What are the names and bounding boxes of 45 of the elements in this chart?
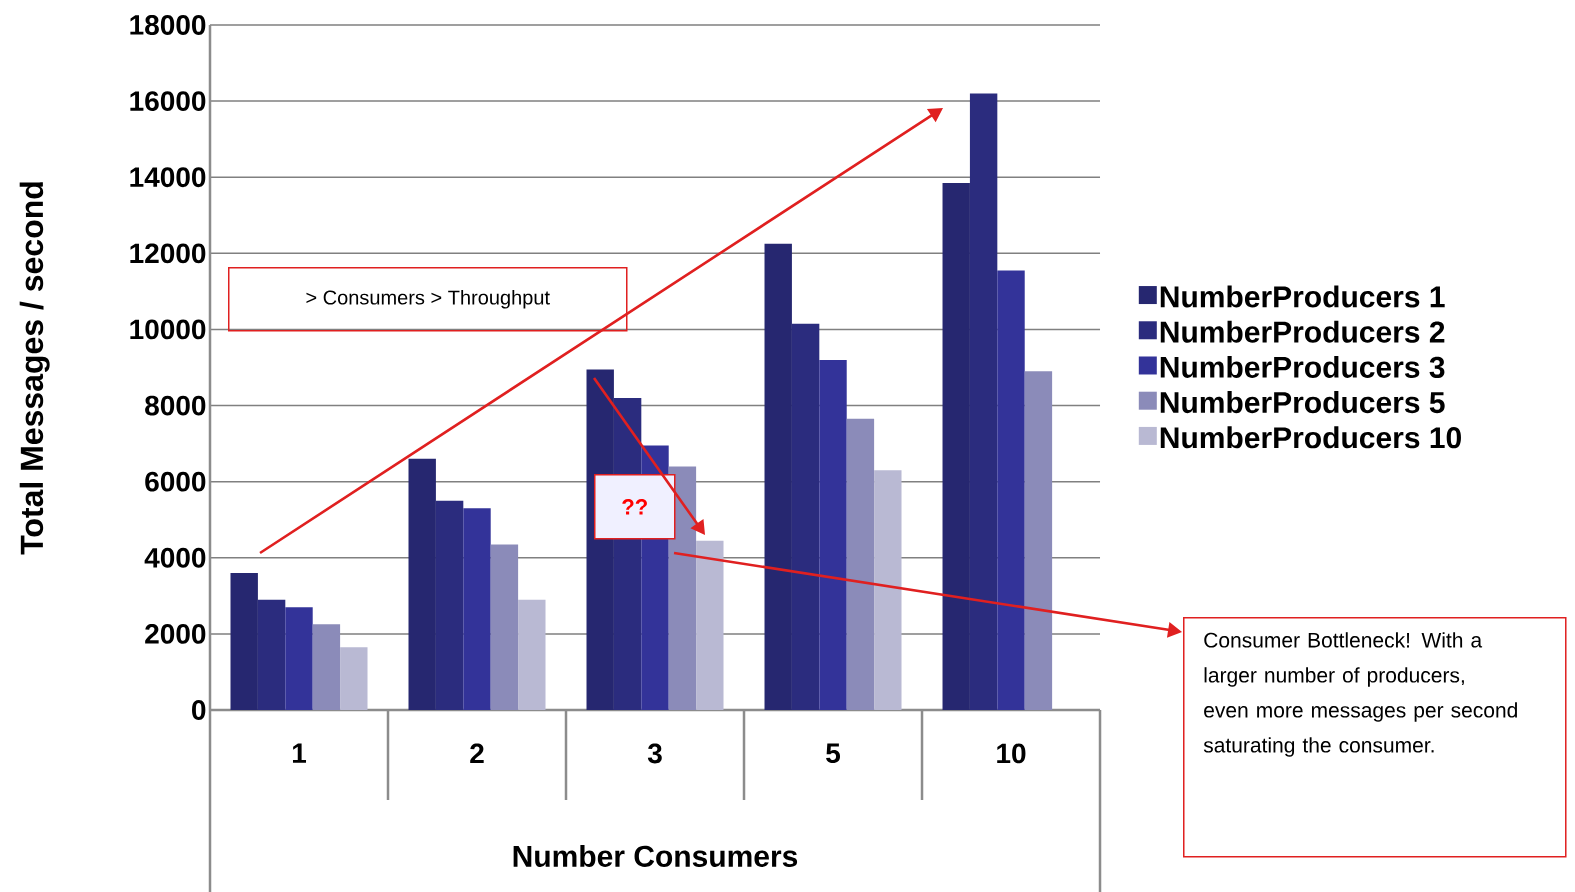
legend-label: NumberProducers 2 (1160, 320, 1445, 343)
x-tick-label: 5 (826, 743, 841, 764)
y-tick-label: 12000 (130, 243, 206, 264)
y-tick-label: 18000 (130, 15, 206, 35)
bar (791, 323, 820, 710)
text: Consumer Bottleneck! With a larger number of producers, even more messages per second saturating the consumer. (1203, 632, 1517, 757)
bar (257, 599, 286, 710)
bar (764, 243, 792, 710)
bar (997, 270, 1025, 710)
y-tick-label: 2000 (145, 623, 206, 644)
legend-label: NumberProducers 3 (1160, 355, 1445, 378)
x-axis-title: Number Consumers (513, 844, 798, 867)
y-tick-label: 4000 (144, 547, 206, 568)
bar (969, 93, 998, 710)
bar (340, 647, 368, 710)
bar (490, 544, 519, 710)
bar (230, 572, 258, 710)
bar (518, 599, 546, 710)
bar (942, 182, 970, 710)
legend-label: NumberProducers 1 (1160, 285, 1445, 308)
bar (408, 458, 436, 710)
y-tick-label: 16000 (130, 91, 206, 112)
y-tick-label: 8000 (145, 395, 206, 416)
bar (312, 624, 341, 710)
x-tick-label: 2 (470, 743, 484, 764)
y-tick-label: 6000 (145, 471, 206, 492)
bar (285, 607, 313, 710)
y-tick-label: 0 (192, 700, 206, 720)
bar (1024, 371, 1053, 710)
x-tick-label: 10 (997, 743, 1026, 764)
bar (874, 470, 902, 710)
bar (435, 500, 464, 710)
bar (819, 359, 847, 710)
legend-label: NumberProducers 10 (1160, 426, 1461, 449)
annotation: ?? (622, 499, 647, 515)
annotation: > Consumers > Throughput (306, 289, 550, 309)
y-tick-label: 14000 (130, 167, 206, 188)
x-tick-label: 3 (647, 743, 662, 764)
bar (463, 508, 491, 710)
legend-label: NumberProducers 5 (1160, 391, 1445, 414)
bar (846, 418, 875, 710)
y-tick-label: 10000 (130, 319, 206, 340)
x-tick-label: 1 (292, 743, 307, 763)
y-axis-title: Total Messages / second (19, 182, 50, 555)
bar (696, 540, 724, 710)
